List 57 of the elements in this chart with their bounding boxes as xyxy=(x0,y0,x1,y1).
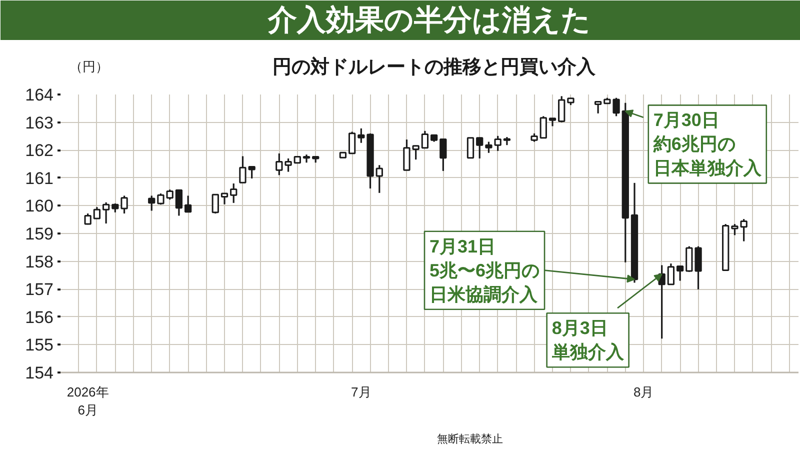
candlestick xyxy=(476,136,484,160)
candlestick xyxy=(485,140,492,154)
candlestick xyxy=(667,262,675,286)
candlestick xyxy=(276,152,283,176)
candlestick xyxy=(157,192,164,206)
annotation: 8月3日単独介入 xyxy=(550,318,625,362)
candlestick xyxy=(403,138,410,171)
y-tick-label: 157 xyxy=(25,280,54,300)
y-tick-label: 159 xyxy=(25,224,54,244)
y-tick-label: 160 xyxy=(25,196,54,216)
candlestick xyxy=(694,245,702,290)
annotation: 7月31日5兆〜6兆円の日米協調介入 xyxy=(430,236,540,304)
candlestick xyxy=(348,130,356,154)
candlestick xyxy=(166,188,174,200)
candlestick xyxy=(284,158,292,173)
x-tick-label: 8月 xyxy=(633,384,654,400)
candlestick xyxy=(230,182,238,204)
candlestick xyxy=(412,144,420,160)
candlestick xyxy=(358,128,365,144)
candlestick xyxy=(731,223,738,236)
y-tick-label: 158 xyxy=(25,252,54,272)
candlestick xyxy=(148,194,156,212)
candlestick xyxy=(466,137,474,159)
candlestick xyxy=(594,100,602,114)
candlestick xyxy=(612,97,620,117)
chart-subtitle: 円の対ドルレートの推移と円買い介入 xyxy=(272,56,597,78)
candlestick xyxy=(686,245,693,273)
y-axis-title: （円） xyxy=(70,59,109,74)
candlestick xyxy=(740,218,748,242)
candlestick xyxy=(184,194,192,213)
y-tick-label: 154 xyxy=(25,364,54,382)
y-tick-label: 163 xyxy=(25,113,54,132)
candlestick xyxy=(220,192,228,206)
candlestick xyxy=(440,138,447,172)
candlestick xyxy=(421,130,429,149)
y-tick-label: 161 xyxy=(25,168,54,188)
y-tick-label: 155 xyxy=(25,336,54,355)
candlestick xyxy=(212,194,219,214)
candlestick xyxy=(248,165,256,180)
y-tick-label: 156 xyxy=(25,308,54,327)
candlestick xyxy=(494,135,502,152)
candlestick xyxy=(558,95,566,124)
candlestick xyxy=(540,115,547,139)
chart-title: 介入効果の半分は消えた xyxy=(267,4,591,36)
candlestick xyxy=(376,164,383,194)
candlestick xyxy=(102,202,110,224)
x-tick-label: 7月 xyxy=(351,384,372,400)
candlestick xyxy=(84,212,92,226)
y-tick-label: 162 xyxy=(25,141,54,160)
text: 無断転載禁止 xyxy=(436,432,503,446)
candlestick xyxy=(676,264,684,282)
y-tick-label: 164 xyxy=(25,86,54,104)
x-tick-label: 2026年 6月 xyxy=(66,384,109,418)
candlestick xyxy=(175,189,183,217)
annotation: 7月30日約6兆円の日本単独介入 xyxy=(652,110,762,178)
candlestick xyxy=(120,194,128,214)
candlestick xyxy=(239,155,246,184)
